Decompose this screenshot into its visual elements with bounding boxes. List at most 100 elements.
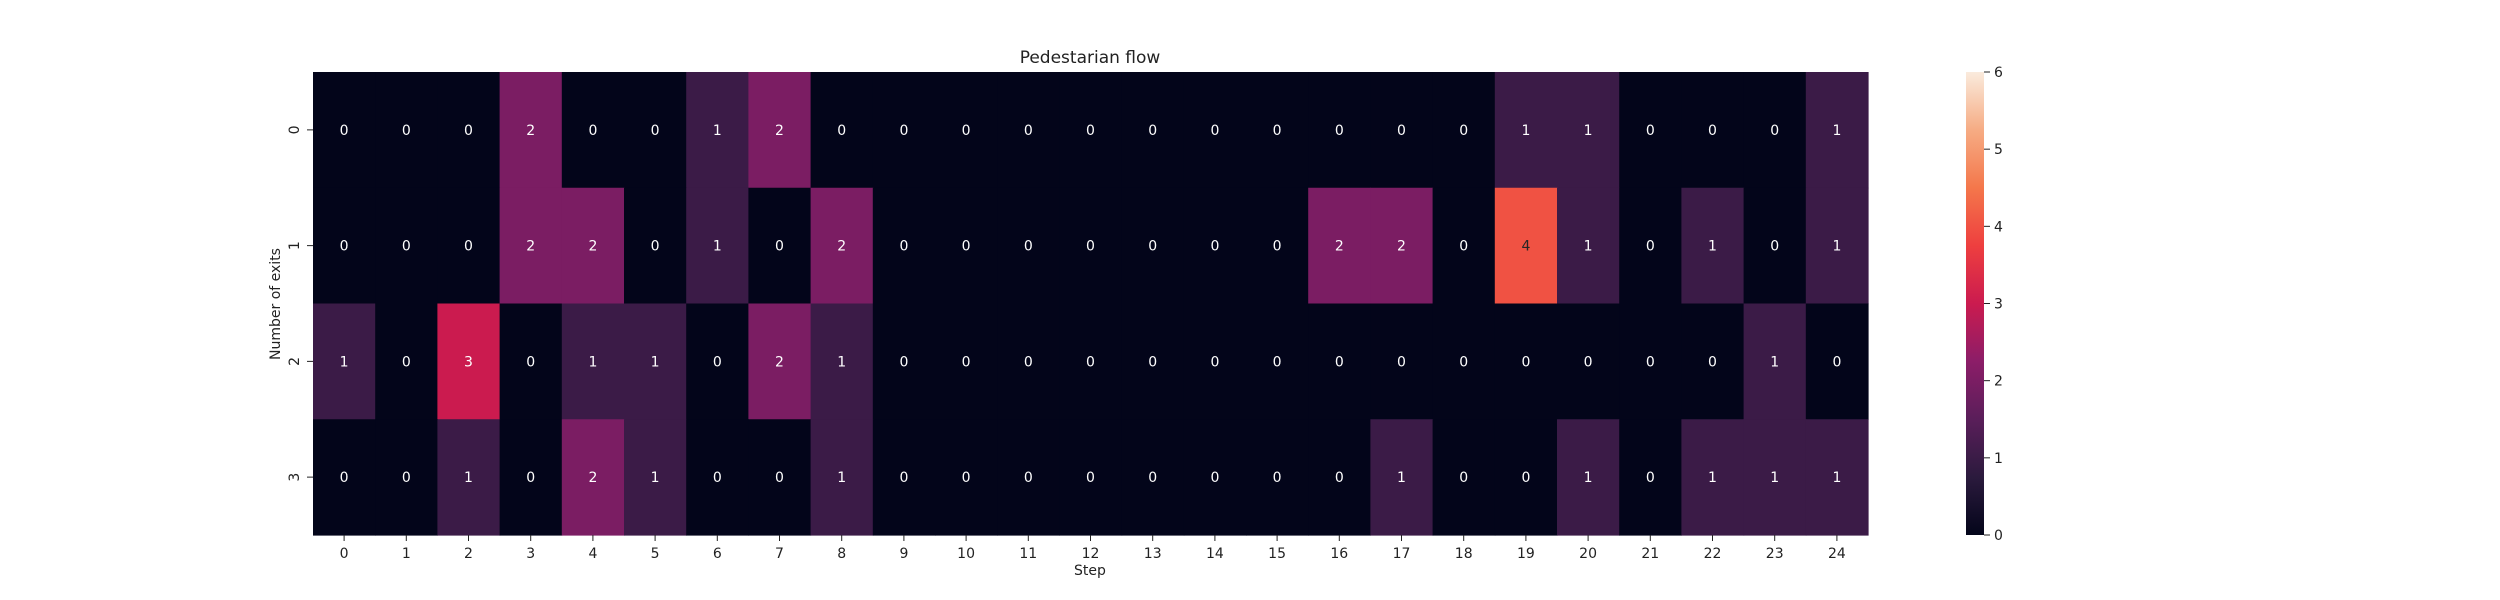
cell-value-label: 0 bbox=[1584, 354, 1593, 370]
heatmap-cell bbox=[686, 72, 749, 189]
cell-value-label: 1 bbox=[1832, 239, 1841, 255]
heatmap-cell bbox=[561, 303, 625, 420]
cell-value-label: 0 bbox=[464, 123, 473, 139]
heatmap-cell bbox=[1246, 303, 1309, 420]
heatmap-cell bbox=[810, 303, 874, 420]
cell-value-label: 0 bbox=[1708, 123, 1717, 139]
cell-value-label: 0 bbox=[402, 123, 411, 139]
cell-value-label: 0 bbox=[1086, 239, 1095, 255]
cell-value-label: 1 bbox=[713, 239, 722, 255]
x-tick-label: 24 bbox=[1828, 546, 1846, 562]
heatmap-cell bbox=[624, 187, 687, 305]
cell-value-label: 0 bbox=[713, 354, 722, 370]
y-axis-ticks: 0 1 2 3 bbox=[287, 125, 313, 482]
cell-value-label: 0 bbox=[899, 354, 908, 370]
heatmap-cell bbox=[437, 72, 501, 189]
heatmap-cell bbox=[872, 303, 936, 420]
cell-value-label: 0 bbox=[1024, 354, 1033, 370]
x-tick-label: 1 bbox=[402, 546, 411, 562]
x-tick-label: 2 bbox=[464, 546, 473, 562]
cell-value-label: 0 bbox=[962, 470, 971, 486]
cell-value-label: 0 bbox=[962, 354, 971, 370]
heatmap-cell bbox=[1059, 303, 1123, 420]
cell-value-label: 1 bbox=[340, 354, 349, 370]
heatmap-cell bbox=[499, 303, 563, 420]
heatmap-cell bbox=[872, 419, 936, 536]
x-tick-label: 22 bbox=[1704, 546, 1722, 562]
x-tick-label: 12 bbox=[1082, 546, 1100, 562]
cell-value-label: 0 bbox=[1832, 354, 1841, 370]
cell-value-label: 0 bbox=[1148, 123, 1157, 139]
heatmap-cell bbox=[1681, 72, 1745, 189]
heatmap-cell bbox=[1183, 187, 1247, 305]
cell-value-label: 0 bbox=[962, 239, 971, 255]
heatmap-cell bbox=[1308, 72, 1371, 189]
heatmap-cell bbox=[1246, 419, 1309, 536]
heatmap-cell bbox=[1308, 303, 1371, 420]
x-tick-label: 4 bbox=[588, 546, 597, 562]
cell-value-label: 0 bbox=[1273, 123, 1282, 139]
heatmap-cell bbox=[748, 303, 812, 420]
cell-value-label: 0 bbox=[1708, 354, 1717, 370]
x-tick-label: 14 bbox=[1206, 546, 1224, 562]
cell-value-label: 0 bbox=[1335, 123, 1344, 139]
heatmap-cell bbox=[1246, 72, 1309, 189]
heatmap-cell bbox=[375, 303, 438, 420]
cell-value-label: 0 bbox=[962, 123, 971, 139]
cell-value-label: 2 bbox=[775, 354, 784, 370]
cell-value-label: 1 bbox=[837, 470, 846, 486]
cell-value-label: 2 bbox=[837, 239, 846, 255]
cell-value-label: 0 bbox=[1459, 239, 1468, 255]
heatmap-cell bbox=[1494, 419, 1558, 536]
cell-value-label: 1 bbox=[837, 354, 846, 370]
heatmap-cell bbox=[1743, 187, 1807, 305]
heatmap-cell bbox=[1246, 187, 1309, 305]
heatmap-cell bbox=[1059, 72, 1123, 189]
heatmap-cell bbox=[1619, 187, 1682, 305]
cell-value-label: 1 bbox=[588, 354, 597, 370]
colorbar-tick-label: 1 bbox=[1994, 451, 2003, 467]
cell-value-label: 0 bbox=[1646, 470, 1655, 486]
heatmap-cell bbox=[375, 187, 438, 305]
cell-value-label: 0 bbox=[340, 239, 349, 255]
heatmap-cell bbox=[313, 303, 376, 420]
colorbar-tick-label: 3 bbox=[1994, 297, 2003, 313]
heatmap-cell bbox=[1121, 419, 1185, 536]
cell-value-label: 0 bbox=[1210, 354, 1219, 370]
heatmap-cell bbox=[1370, 303, 1434, 420]
x-tick-label: 0 bbox=[340, 546, 349, 562]
heatmap-cell bbox=[997, 303, 1060, 420]
x-tick-label: 23 bbox=[1766, 546, 1784, 562]
cell-value-label: 0 bbox=[402, 239, 411, 255]
cell-value-label: 0 bbox=[340, 123, 349, 139]
cell-value-label: 2 bbox=[588, 239, 597, 255]
cell-value-label: 0 bbox=[651, 123, 660, 139]
cell-value-label: 0 bbox=[1335, 354, 1344, 370]
cell-value-label: 1 bbox=[651, 470, 660, 486]
cell-value-label: 0 bbox=[899, 123, 908, 139]
heatmap-cell bbox=[1805, 187, 1869, 305]
heatmap-cell bbox=[313, 419, 376, 536]
heatmap-cell bbox=[1121, 187, 1185, 305]
heatmap-cell-labels: 0 0 0 2 0 0 1 2 0 0 0 0 0 0 0 0 0 0 0 1 1 0 0 0 1 0 0 0 2 2 0 1 0 2 0 0 0 0 0 0… bbox=[340, 123, 1842, 486]
heatmap-cell bbox=[997, 72, 1060, 189]
colorbar bbox=[1966, 72, 1984, 535]
cell-value-label: 0 bbox=[1459, 354, 1468, 370]
heatmap-cell bbox=[1183, 303, 1247, 420]
x-tick-label: 7 bbox=[775, 546, 784, 562]
heatmap-cell bbox=[1183, 419, 1247, 536]
heatmap-cell bbox=[624, 72, 687, 189]
heatmap-cell bbox=[686, 419, 749, 536]
heatmap-cell bbox=[1308, 419, 1371, 536]
heatmap-cell bbox=[1121, 72, 1185, 189]
heatmap-cell bbox=[1432, 303, 1496, 420]
cell-value-label: 0 bbox=[1459, 470, 1468, 486]
heatmap-cell bbox=[1494, 303, 1558, 420]
heatmap-cell bbox=[499, 72, 563, 189]
cell-value-label: 0 bbox=[837, 123, 846, 139]
heatmap-cell bbox=[1557, 187, 1620, 305]
x-tick-label: 6 bbox=[713, 546, 722, 562]
heatmap-cell bbox=[686, 187, 749, 305]
heatmap-cell bbox=[1370, 419, 1434, 536]
heatmap-cell bbox=[1121, 303, 1185, 420]
